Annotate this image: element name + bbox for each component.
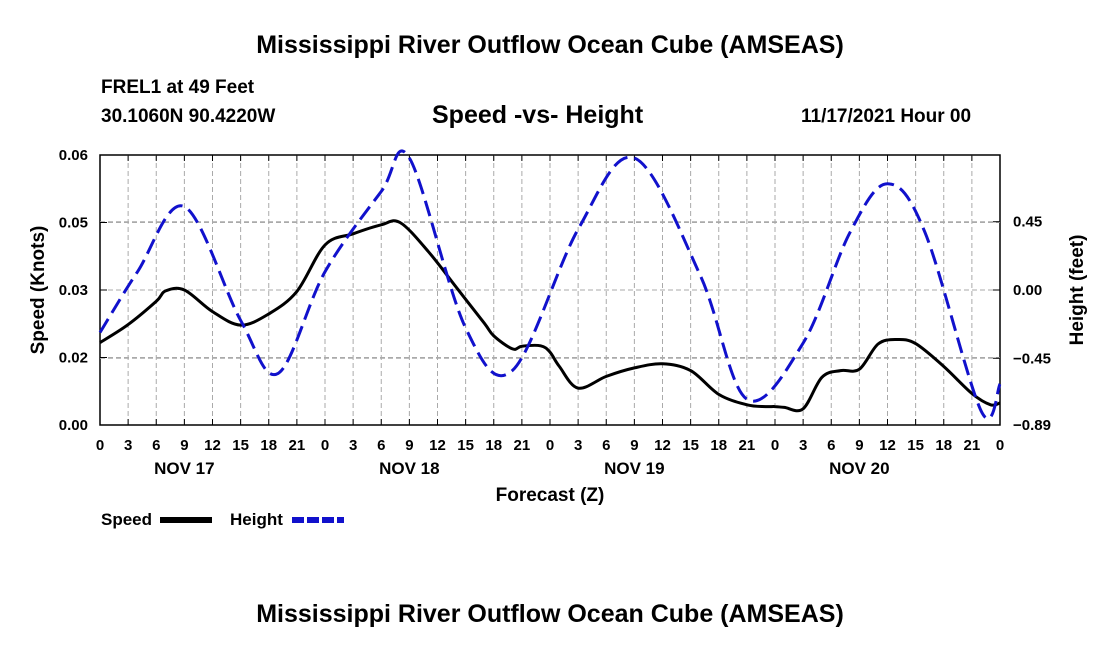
x-tick-label: 21	[964, 437, 981, 454]
day-label: NOV 19	[604, 459, 664, 478]
x-tick-label: 0	[321, 437, 329, 454]
x-tick-label: 3	[124, 437, 132, 454]
x-tick-label: 12	[654, 437, 671, 454]
x-tick-label: 9	[180, 437, 188, 454]
series-lines	[98, 149, 1002, 421]
x-tick-label: 18	[260, 437, 277, 454]
axis-ticks	[99, 154, 1001, 426]
x-tick-label: 18	[935, 437, 952, 454]
y2-tick-label: −0.45	[1013, 350, 1051, 367]
x-tick-label: 3	[349, 437, 357, 454]
x-tick-label: 0	[996, 437, 1004, 454]
speed-series-line	[99, 219, 1001, 413]
grid-lines	[100, 155, 1000, 425]
footer-title: Mississippi River Outflow Ocean Cube (AM…	[256, 600, 844, 628]
x-tick-label: 6	[827, 437, 835, 454]
day-label: NOV 20	[829, 459, 889, 478]
x-tick-label: 12	[204, 437, 221, 454]
x-tick-label: 21	[289, 437, 306, 454]
y-tick-label: 0.06	[59, 147, 88, 164]
y-tick-label: 0.02	[59, 350, 88, 367]
x-tick-label: 15	[682, 437, 699, 454]
height-series-line	[98, 149, 1002, 421]
x-tick-label: 6	[152, 437, 160, 454]
x-tick-label: 15	[232, 437, 249, 454]
y2-axis-title: Height (feet)	[1067, 235, 1088, 346]
y-tick-label: 0.00	[59, 417, 88, 434]
x-tick-label: 3	[574, 437, 582, 454]
plot-title: Speed -vs- Height	[432, 101, 644, 129]
legend-speed-label: Speed	[101, 510, 152, 529]
x-tick-label: 15	[457, 437, 474, 454]
coordinates-label: 30.1060N 90.4220W	[101, 106, 276, 127]
y2-tick-label: 0.45	[1013, 214, 1042, 231]
x-tick-label: 6	[377, 437, 385, 454]
chart-title: Mississippi River Outflow Ocean Cube (AM…	[256, 31, 844, 59]
x-tick-label: 9	[855, 437, 863, 454]
y-axis-title: Speed (Knots)	[28, 226, 49, 355]
x-tick-label: 18	[485, 437, 502, 454]
x-tick-label: 3	[799, 437, 807, 454]
x-tick-label: 12	[429, 437, 446, 454]
x-tick-label: 21	[739, 437, 756, 454]
x-tick-label: 9	[405, 437, 413, 454]
x-tick-label: 6	[602, 437, 610, 454]
day-label: NOV 17	[154, 459, 214, 478]
y2-tick-label: −0.89	[1013, 417, 1051, 434]
x-tick-label: 18	[710, 437, 727, 454]
y2-tick-label: 0.00	[1013, 282, 1042, 299]
x-axis-title: Forecast (Z)	[496, 485, 605, 506]
x-tick-label: 15	[907, 437, 924, 454]
x-tick-label: 0	[771, 437, 779, 454]
x-tick-label: 21	[514, 437, 531, 454]
datetime-label: 11/17/2021 Hour 00	[801, 106, 972, 127]
x-tick-label: 9	[630, 437, 638, 454]
x-tick-label: 12	[879, 437, 896, 454]
legend-height-label: Height	[230, 510, 283, 529]
x-tick-label: 0	[546, 437, 554, 454]
legend: Speed Height	[101, 510, 344, 529]
y-tick-label: 0.05	[59, 215, 88, 232]
x-tick-label: 0	[96, 437, 104, 454]
axis-labels: 0 3 6 9 12 15 18 21 0 3 6 9 12 15 18 21 0 3 6 9 12 15 18 21 0 3 6 9…	[59, 147, 1051, 478]
y-tick-label: 0.03	[59, 282, 88, 299]
day-label: NOV 18	[379, 459, 439, 478]
station-label: FREL1 at 49 Feet	[101, 77, 255, 98]
